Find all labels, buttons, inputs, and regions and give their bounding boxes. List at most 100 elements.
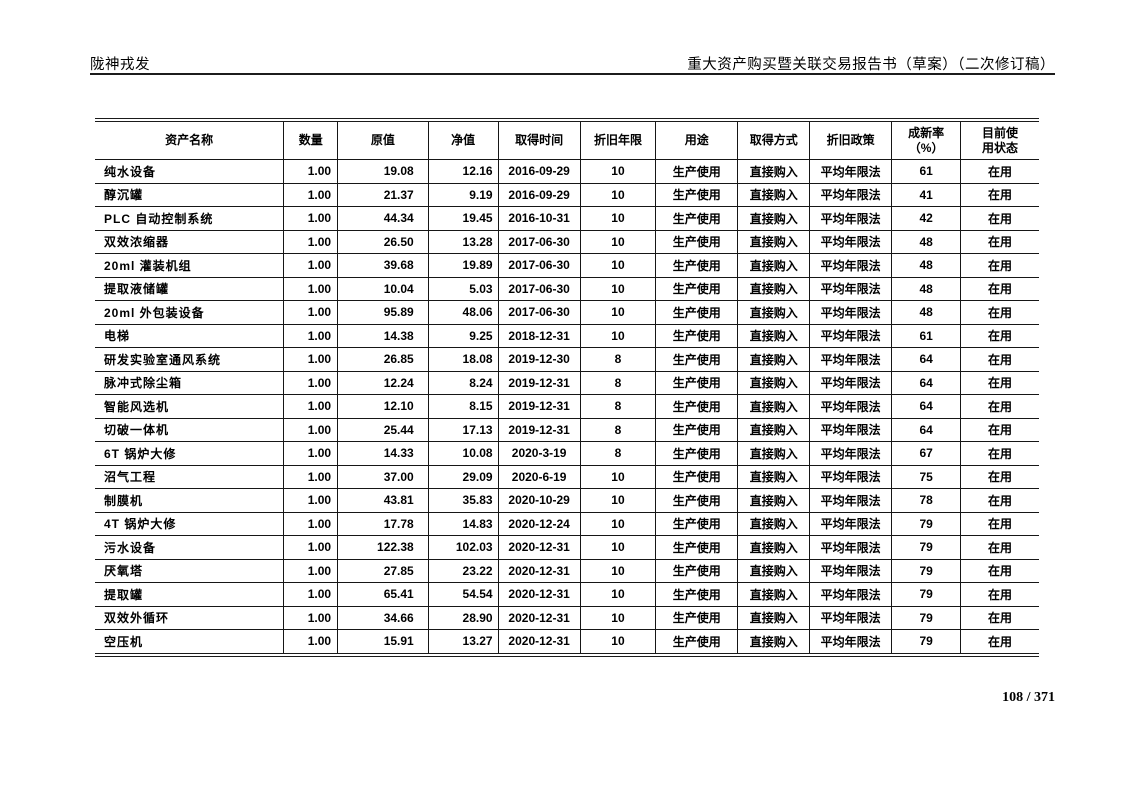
table-cell: 23.22	[427, 558, 499, 583]
header-rule	[90, 73, 1055, 75]
table-cell: 65.41	[337, 582, 429, 607]
table-cell: 在用	[960, 488, 1039, 513]
table-cell: 10	[579, 558, 657, 583]
table-cell: 2020-12-31	[497, 558, 581, 583]
table-cell: 生产使用	[655, 253, 739, 278]
table-cell: 10	[579, 323, 657, 348]
table-cell: 64	[891, 370, 962, 395]
table-cell: 48	[891, 229, 962, 254]
table-cell: 1.00	[283, 558, 339, 583]
column-header: 资产名称	[95, 119, 285, 160]
table-cell: 2020-10-29	[497, 488, 581, 513]
table-cell: 14.83	[427, 511, 499, 536]
table-cell: 39.68	[337, 253, 429, 278]
table-cell: 61	[891, 323, 962, 348]
header-left-text: 陇神戎发	[90, 57, 150, 73]
table-cell: 2019-12-31	[497, 394, 581, 419]
table-cell: 27.85	[337, 558, 429, 583]
table-cell: 平均年限法	[809, 582, 893, 607]
table-cell: 1.00	[283, 206, 339, 231]
table-cell: 直接购入	[737, 511, 811, 536]
table-cell: 制膜机	[95, 488, 285, 513]
table-cell: 67	[891, 441, 962, 466]
table-cell: 生产使用	[655, 370, 739, 395]
table-cell: 提取液储罐	[95, 276, 285, 301]
table-cell: 电梯	[95, 323, 285, 348]
table-cell: 生产使用	[655, 441, 739, 466]
table-cell: 双效外循环	[95, 605, 285, 630]
table-cell: 10	[579, 464, 657, 489]
column-header: 成新率 （%）	[891, 119, 962, 160]
table-cell: 平均年限法	[809, 276, 893, 301]
table-cell: 2020-12-31	[497, 582, 581, 607]
table-row: 污水设备 1.00 122.38 102.03 2020-12-31 10 生产使用 直接购入…	[95, 535, 1039, 560]
table-cell: 生产使用	[655, 300, 739, 325]
table-cell: 平均年限法	[809, 300, 893, 325]
table-cell: 1.00	[283, 441, 339, 466]
table-cell: 54.54	[427, 582, 499, 607]
table-row: 制膜机 1.00 43.81 35.83 2020-10-29 10 生产使用 直接购入 平均年…	[95, 488, 1039, 513]
table-cell: 95.89	[337, 300, 429, 325]
table-cell: 5.03	[427, 276, 499, 301]
table-cell: 41	[891, 182, 962, 207]
table-row: 双效浓缩器 1.00 26.50 13.28 2017-06-30 10 生产使用 直接购入平…	[95, 229, 1039, 254]
table-cell: 29.09	[427, 464, 499, 489]
table-cell: 64	[891, 417, 962, 442]
table-cell: 13.27	[427, 629, 499, 655]
table-cell: 1.00	[283, 582, 339, 607]
table-cell: 79	[891, 558, 962, 583]
table-cell: 10	[579, 276, 657, 301]
table-cell: 生产使用	[655, 605, 739, 630]
table-cell: 直接购入	[737, 182, 811, 207]
table-cell: 直接购入	[737, 206, 811, 231]
table-cell: 平均年限法	[809, 159, 893, 184]
table-cell: 1.00	[283, 535, 339, 560]
table-cell: 1.00	[283, 253, 339, 278]
table-cell: 生产使用	[655, 582, 739, 607]
table-cell: 10	[579, 582, 657, 607]
table-cell: 生产使用	[655, 511, 739, 536]
column-header: 折旧年限	[579, 119, 657, 160]
table-cell: 在用	[960, 182, 1039, 207]
table-row: 脉冲式除尘箱 1.00 12.24 8.24 2019-12-31 8 生产使用 直接购入 平均…	[95, 370, 1039, 395]
table-cell: 2019-12-31	[497, 370, 581, 395]
table-cell: 平均年限法	[809, 182, 893, 207]
table-cell: 平均年限法	[809, 323, 893, 348]
table-row: 提取罐 1.00 65.41 54.54 2020-12-31 10 生产使用 直接购入 平均年…	[95, 582, 1039, 607]
table-cell: 平均年限法	[809, 206, 893, 231]
table-cell: 1.00	[283, 229, 339, 254]
table-row: 20ml 外包装设备 1.00 95.89 48.06 2017-06-30 10 生产使用…	[95, 300, 1039, 325]
table-row: 研发实验室通风系统 1.00 26.85 18.08 2019-12-30 8 生产使用 直接…	[95, 347, 1039, 372]
table-cell: 在用	[960, 464, 1039, 489]
table-cell: 在用	[960, 511, 1039, 536]
table-cell: 10	[579, 300, 657, 325]
table-cell: 直接购入	[737, 253, 811, 278]
table-cell: 生产使用	[655, 206, 739, 231]
table-cell: 生产使用	[655, 535, 739, 560]
table-cell: 2017-06-30	[497, 276, 581, 301]
table-cell: 研发实验室通风系统	[95, 347, 285, 372]
table-row: 20ml 灌装机组 1.00 39.68 19.89 2017-06-30 10 生产使用直…	[95, 253, 1039, 278]
table-cell: 沼气工程	[95, 464, 285, 489]
table-cell: 2020-3-19	[497, 441, 581, 466]
table-cell: 直接购入	[737, 582, 811, 607]
table-cell: 1.00	[283, 488, 339, 513]
table-cell: 生产使用	[655, 347, 739, 372]
table-cell: 在用	[960, 605, 1039, 630]
table-cell: 直接购入	[737, 441, 811, 466]
table-cell: 厌氧塔	[95, 558, 285, 583]
table-cell: 26.50	[337, 229, 429, 254]
table-cell: 2017-06-30	[497, 300, 581, 325]
table-cell: 平均年限法	[809, 558, 893, 583]
table-cell: 直接购入	[737, 464, 811, 489]
table-cell: 1.00	[283, 182, 339, 207]
table-cell: 平均年限法	[809, 535, 893, 560]
table-row: 醇沉罐 1.00 21.37 9.19 2016-09-29 10 生产使用 直接购入 平均年限…	[95, 182, 1039, 207]
table-cell: 生产使用	[655, 229, 739, 254]
table-cell: 10	[579, 629, 657, 655]
table-row: 切破一体机 1.00 25.44 17.13 2019-12-31 8 生产使用 直接购入 平均…	[95, 417, 1039, 442]
table-cell: 10	[579, 229, 657, 254]
table-cell: 平均年限法	[809, 253, 893, 278]
table-cell: 平均年限法	[809, 441, 893, 466]
column-header: 目前使 用状态	[960, 119, 1039, 160]
